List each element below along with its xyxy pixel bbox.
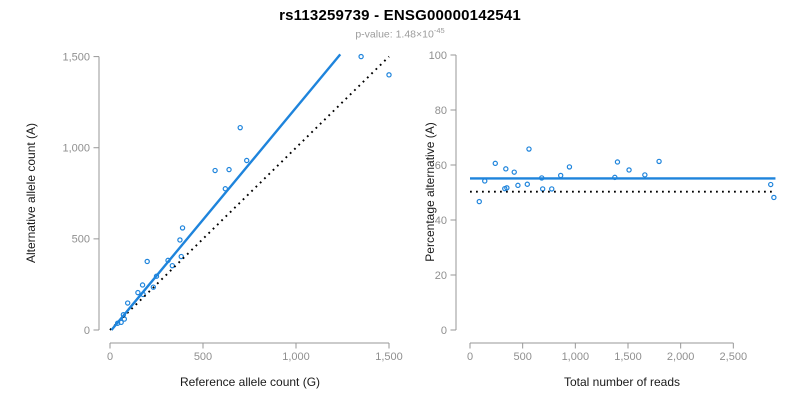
right-data-point (539, 186, 546, 192)
left-data-point (212, 167, 218, 174)
p-value-exponent: -45 (433, 26, 445, 35)
left-data-point (178, 253, 184, 260)
plot-title: rs113259739 - ENSG00000142541 (279, 7, 521, 24)
left-y-tick-label: 1,000 (62, 143, 90, 155)
left-x-tick-label: 1,000 (282, 351, 310, 363)
identity-line (109, 55, 390, 331)
left-data-point (358, 53, 364, 60)
right-data-point (492, 160, 498, 167)
regression-line (110, 53, 342, 331)
left-data-point (386, 72, 392, 78)
right-data-point (656, 158, 662, 165)
left-data-point (124, 300, 131, 306)
left-x-tick-label: 500 (194, 351, 212, 363)
right-data-point (642, 172, 648, 178)
right-data-point (503, 166, 509, 172)
left-data-point (150, 284, 157, 290)
left-data-point (139, 282, 146, 288)
plot-subtitle: p-value: 1.48×10-45 (0, 26, 800, 41)
right-data-point (768, 181, 774, 188)
right-y-tick-label: 40 (435, 215, 447, 227)
left-data-point (177, 237, 183, 243)
right-data-point (771, 194, 777, 201)
right-x-tick-label: 0 (467, 351, 473, 363)
right-y-tick-label: 60 (435, 160, 447, 172)
left-x-tick-label: 0 (107, 351, 113, 363)
right-data-point (557, 172, 564, 179)
left-y-tick-label: 0 (84, 325, 90, 337)
right-data-point (511, 169, 517, 175)
right-x-axis-title: Total number of reads (563, 375, 681, 389)
left-y-tick-label: 500 (72, 234, 90, 246)
right-data-point (549, 186, 555, 192)
right-y-tick-label: 20 (435, 270, 447, 282)
right-x-tick-label: 500 (513, 351, 531, 363)
p-value-text: p-value: 1.48×10 (355, 28, 434, 41)
left-x-axis-title: Reference allele count (G) (179, 375, 321, 389)
right-data-point (566, 164, 573, 170)
right-data-point (524, 181, 530, 187)
right-x-tick-label: 2,000 (667, 351, 695, 363)
right-data-point (476, 198, 482, 205)
left-x-tick-label: 1,500 (375, 351, 403, 363)
left-y-tick-label: 1,500 (62, 51, 90, 63)
right-x-tick-label: 2,500 (720, 351, 748, 363)
right-data-point (526, 146, 532, 152)
right-x-tick-label: 1,500 (614, 351, 642, 363)
right-data-point (515, 182, 521, 189)
left-data-point (144, 258, 150, 265)
left-data-point (226, 166, 232, 173)
right-data-point (626, 167, 632, 173)
left-data-point (244, 157, 250, 164)
right-data-point (504, 185, 510, 191)
left-data-point (237, 124, 243, 131)
left-data-point (135, 289, 141, 296)
left-data-point (169, 262, 176, 269)
right-x-tick-label: 1,000 (562, 351, 590, 363)
left-y-axis-title: Alternative allele count (A) (24, 122, 38, 264)
right-y-tick-label: 100 (429, 50, 447, 62)
right-y-axis-title: Percentage alternative (A) (423, 122, 437, 262)
right-y-tick-label: 0 (441, 325, 447, 337)
left-data-point (179, 225, 186, 231)
right-y-tick-label: 80 (435, 105, 447, 117)
right-data-point (614, 159, 621, 165)
